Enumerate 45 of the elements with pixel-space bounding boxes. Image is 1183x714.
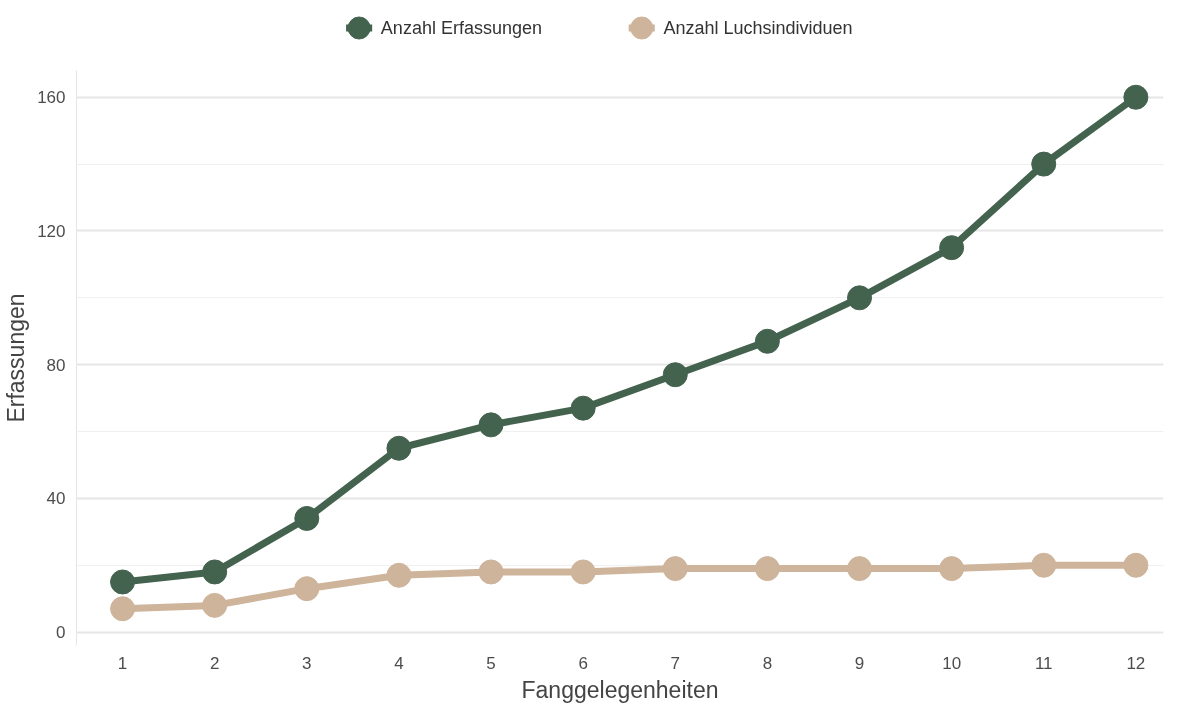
legend-label: Anzahl Erfassungen bbox=[380, 18, 542, 38]
x-axis-title: Fanggelegenheiten bbox=[521, 676, 719, 703]
x-tick-label: 6 bbox=[578, 653, 588, 673]
point bbox=[662, 362, 688, 388]
point bbox=[1031, 552, 1057, 578]
x-tick-label: 11 bbox=[1034, 653, 1053, 673]
point bbox=[1031, 151, 1057, 177]
point bbox=[386, 562, 412, 588]
y-tick-label: 120 bbox=[37, 221, 66, 241]
point bbox=[478, 412, 504, 438]
x-tick-label: 1 bbox=[117, 653, 128, 673]
x-tick-label: 9 bbox=[854, 653, 865, 673]
point bbox=[939, 235, 965, 261]
point bbox=[386, 435, 412, 461]
legend-label: Anzahl Luchsindividuen bbox=[663, 18, 853, 38]
point bbox=[847, 285, 873, 311]
point bbox=[1123, 552, 1149, 578]
x-tick-label: 5 bbox=[486, 653, 496, 673]
x-tick-label: 4 bbox=[394, 653, 404, 673]
x-tick-label: 8 bbox=[762, 653, 773, 673]
point bbox=[110, 569, 136, 595]
point bbox=[754, 328, 780, 354]
point bbox=[110, 596, 136, 622]
point bbox=[754, 556, 780, 582]
x-tick-label: 2 bbox=[209, 653, 220, 673]
y-tick-label: 40 bbox=[46, 489, 66, 509]
point bbox=[1123, 84, 1149, 110]
y-tick-label: 0 bbox=[56, 623, 66, 643]
point bbox=[570, 395, 596, 421]
point bbox=[662, 556, 688, 582]
point bbox=[847, 556, 873, 582]
y-tick-label: 80 bbox=[46, 355, 66, 375]
y-tick-label: 160 bbox=[37, 88, 66, 108]
y-axis-title: Erfassungen bbox=[3, 293, 30, 423]
x-tick-label: 7 bbox=[670, 653, 681, 673]
point bbox=[202, 592, 228, 618]
point bbox=[294, 505, 320, 531]
x-tick-label: 12 bbox=[1126, 653, 1146, 673]
x-tick-label: 10 bbox=[942, 653, 962, 673]
point bbox=[939, 556, 965, 582]
point bbox=[478, 559, 504, 585]
x-tick-label: 3 bbox=[302, 653, 312, 673]
point bbox=[570, 559, 596, 585]
point bbox=[202, 559, 228, 585]
point bbox=[294, 576, 320, 602]
